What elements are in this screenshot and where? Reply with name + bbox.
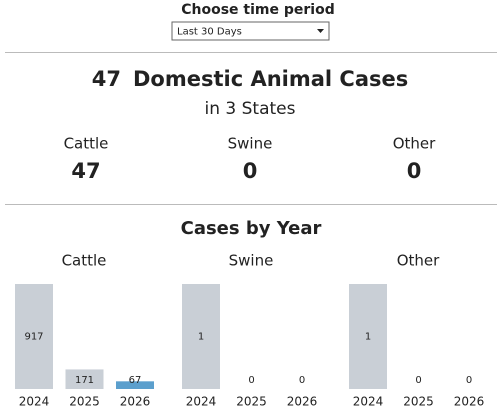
x-tick-label: 2025 bbox=[403, 395, 434, 409]
value-label: 67 bbox=[129, 375, 142, 386]
group-name: Cattle bbox=[64, 135, 109, 153]
x-tick-label: 2026 bbox=[454, 395, 485, 409]
bar bbox=[65, 369, 104, 389]
summary-heading: 47 Domestic Animal Cases bbox=[92, 67, 409, 91]
bar bbox=[182, 284, 220, 389]
value-label: 1 bbox=[365, 332, 371, 343]
bar bbox=[349, 284, 387, 389]
x-tick-label: 2024 bbox=[186, 395, 217, 409]
x-tick-label: 2024 bbox=[353, 395, 384, 409]
group-value: 47 bbox=[71, 159, 100, 183]
control-label: Choose time period bbox=[181, 2, 335, 18]
value-label: 917 bbox=[24, 332, 43, 343]
time-dropdown[interactable]: Last 30 Days bbox=[171, 21, 330, 41]
x-tick-label: 2025 bbox=[236, 395, 267, 409]
x-tick-label: 2026 bbox=[120, 395, 151, 409]
value-label: 0 bbox=[466, 375, 472, 386]
value-label: 0 bbox=[299, 375, 305, 386]
group-value: 0 bbox=[407, 159, 422, 183]
bar bbox=[116, 381, 154, 389]
dropdown-value[interactable]: Last 30 Days bbox=[177, 27, 242, 38]
x-tick-label: 2026 bbox=[287, 395, 318, 409]
dropdown-box[interactable] bbox=[171, 21, 330, 41]
value-label: 0 bbox=[415, 375, 421, 386]
value-label: 1 bbox=[198, 332, 204, 343]
summary-count: 47 bbox=[92, 67, 121, 91]
value-label: 0 bbox=[248, 375, 254, 386]
summary-title: Domestic Animal Cases bbox=[133, 67, 408, 91]
value-label: 171 bbox=[75, 375, 94, 386]
group-value: 0 bbox=[243, 159, 258, 183]
summary-subtitle: in 3 States bbox=[205, 99, 296, 119]
chart-title: Swine bbox=[229, 252, 274, 270]
group-name: Swine bbox=[228, 135, 273, 153]
dropdown-arrow[interactable] bbox=[317, 29, 324, 33]
x-tick-label: 2024 bbox=[19, 395, 50, 409]
bar bbox=[15, 284, 53, 389]
group-name: Other bbox=[393, 135, 436, 153]
chart-title: Other bbox=[397, 252, 440, 270]
x-tick-label: 2025 bbox=[69, 395, 100, 409]
section-title: Cases by Year bbox=[181, 218, 322, 239]
chart-title: Cattle bbox=[62, 252, 107, 270]
